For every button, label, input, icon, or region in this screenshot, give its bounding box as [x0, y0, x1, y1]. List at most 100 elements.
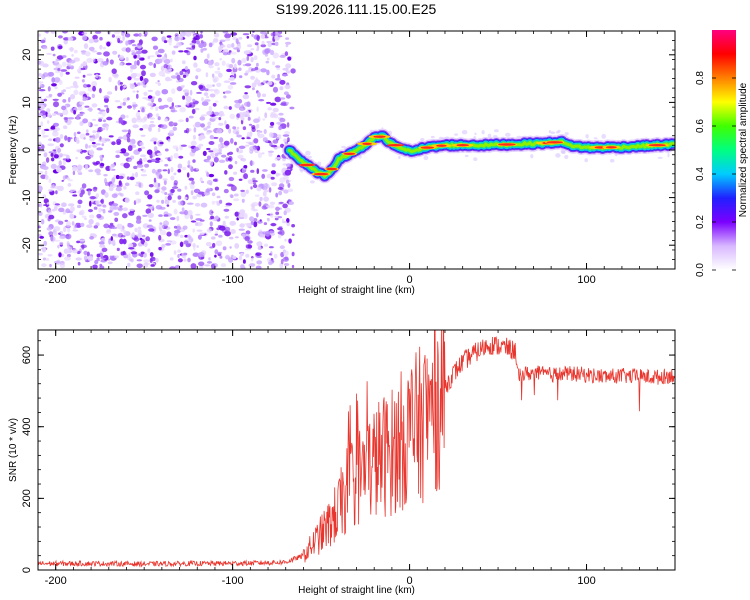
noise-speckle [132, 90, 136, 93]
halo-speckle [593, 137, 598, 140]
noise-speckle [77, 204, 81, 209]
noise-speckle [190, 81, 198, 86]
noise-speckle [208, 42, 213, 48]
noise-speckle [163, 179, 167, 186]
noise-speckle [86, 57, 93, 63]
noise-speckle [203, 127, 208, 131]
noise-speckle [188, 115, 194, 119]
noise-speckle [82, 61, 88, 67]
noise-speckle [141, 57, 145, 61]
noise-speckle [181, 60, 186, 65]
noise-speckle [164, 118, 168, 122]
noise-speckle [260, 68, 267, 73]
noise-speckle [234, 211, 241, 217]
noise-speckle [274, 217, 279, 221]
noise-speckle [182, 166, 187, 171]
noise-speckle [77, 131, 81, 135]
noise-speckle [179, 107, 186, 113]
noise-speckle [54, 185, 59, 190]
noise-speckle [112, 50, 118, 55]
noise-speckle [282, 134, 290, 137]
noise-speckle [170, 166, 174, 173]
noise-speckle [148, 184, 154, 188]
noise-speckle [269, 201, 276, 205]
noise-speckle [106, 125, 109, 131]
noise-speckle [74, 190, 77, 194]
noise-speckle [239, 75, 243, 79]
noise-speckle [189, 89, 193, 96]
noise-speckle [163, 63, 168, 69]
noise-speckle [146, 204, 153, 207]
noise-speckle [167, 195, 172, 201]
noise-speckle [43, 135, 49, 138]
noise-speckle [192, 124, 196, 128]
noise-speckle [277, 146, 281, 149]
noise-speckle [262, 118, 266, 121]
noise-speckle [281, 218, 285, 223]
noise-speckle [137, 43, 142, 46]
noise-speckle [131, 52, 137, 56]
noise-speckle [211, 200, 216, 205]
noise-speckle [135, 184, 139, 187]
noise-speckle [172, 186, 179, 190]
noise-speckle [98, 241, 105, 245]
noise-speckle [88, 218, 94, 225]
noise-speckle [233, 73, 237, 79]
noise-speckle [182, 74, 187, 78]
noise-speckle [229, 82, 237, 85]
noise-speckle [141, 80, 145, 87]
noise-speckle [42, 166, 49, 170]
noise-speckle [45, 111, 48, 117]
colorbar-tick-label: 0.0 [695, 263, 706, 277]
noise-speckle [241, 137, 245, 140]
noise-speckle [62, 99, 67, 103]
noise-speckle [256, 241, 263, 247]
noise-speckle [72, 229, 79, 232]
noise-speckle [102, 208, 106, 214]
noise-speckle [39, 202, 43, 208]
noise-speckle [168, 121, 174, 127]
noise-speckle [259, 130, 263, 133]
noise-speckle [263, 196, 269, 202]
noise-speckle [95, 73, 99, 79]
ridge-core-peak [648, 144, 666, 147]
noise-speckle [46, 227, 52, 231]
noise-speckle [151, 152, 156, 158]
noise-speckle [73, 110, 76, 115]
noise-speckle [127, 223, 134, 228]
noise-speckle [137, 82, 141, 86]
noise-speckle [68, 179, 73, 182]
noise-speckle [138, 182, 142, 188]
noise-speckle [123, 152, 130, 157]
noise-speckle [129, 83, 136, 90]
noise-speckle [194, 221, 199, 227]
noise-speckle [157, 116, 161, 121]
noise-speckle [80, 222, 85, 227]
noise-speckle [120, 228, 125, 232]
noise-speckle [133, 54, 137, 59]
noise-speckle [74, 84, 79, 89]
colorbar-ticks: 0.0 0.2 0.4 0.6 0.8 [695, 71, 736, 277]
snr-x-tick-label: -200 [45, 575, 67, 587]
noise-speckle [278, 125, 282, 131]
noise-speckle [99, 244, 106, 248]
noise-speckle [256, 168, 260, 175]
noise-speckle [71, 54, 74, 57]
noise-speckle [67, 183, 72, 187]
noise-speckle [126, 137, 131, 143]
noise-speckle [137, 110, 141, 113]
noise-speckle [258, 201, 262, 207]
noise-speckle [284, 169, 292, 176]
noise-speckle [215, 100, 219, 103]
halo-speckle [454, 133, 458, 136]
noise-speckle [81, 79, 85, 83]
noise-speckle [140, 253, 144, 258]
noise-speckle [211, 192, 216, 197]
noise-speckle [274, 78, 282, 81]
noise-speckle [74, 76, 80, 79]
noise-speckle [89, 236, 94, 240]
noise-speckle [126, 97, 130, 101]
noise-speckle [284, 84, 291, 90]
noise-speckle [92, 264, 98, 269]
noise-speckle [213, 38, 219, 43]
